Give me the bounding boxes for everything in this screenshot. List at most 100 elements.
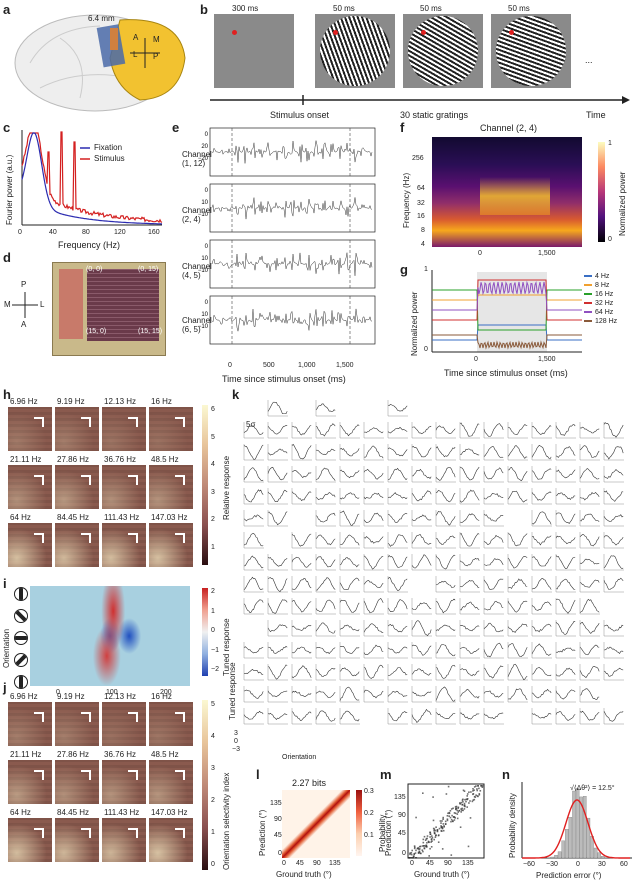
gaussian-fit: [522, 799, 630, 859]
tuning-curve-8-4: [339, 577, 360, 590]
tuning-axes-11-1: [267, 642, 288, 659]
m-xlabel: Ground truth (°): [414, 870, 470, 879]
tuning-axes-10-14: [579, 620, 600, 637]
tuning-curve-6-10: [483, 534, 504, 545]
trace-ytick-1-2: −10: [198, 212, 209, 218]
tuning-curve-14-13: [555, 711, 576, 721]
tuning-curve-2-7: [411, 446, 432, 458]
scatter-point: [415, 816, 417, 819]
f-ytick-64: 64: [417, 185, 425, 192]
scatter-point: [411, 849, 413, 852]
tuning-curve-14-4: [339, 710, 360, 722]
scatter-point: [472, 788, 474, 790]
tuning-axes-4-14: [579, 488, 600, 505]
tuning-axes-2-4: [339, 444, 360, 461]
tuning-curve-5-10: [483, 513, 504, 522]
tuning-curve-13-7: [411, 691, 432, 697]
tuning-curve-3-7: [411, 468, 432, 479]
i-cbar-3: −1: [211, 646, 219, 654]
tuning-curve-11-2: [291, 646, 312, 654]
scatter-point: [425, 845, 427, 847]
map-notch-7: [175, 770, 185, 780]
trace-ytick-1-0: 10: [201, 200, 208, 206]
tuning-axes-13-13: [555, 686, 576, 703]
g-xlabel: Time since stimulus onset (ms): [444, 368, 568, 378]
tuning-curve-8-11: [507, 578, 528, 589]
tuning-curve-5-15: [603, 514, 624, 522]
scatter-point: [413, 845, 416, 847]
l-xtick-90: 90: [313, 860, 321, 867]
map-8: [8, 818, 52, 862]
scatter-point: [463, 790, 466, 792]
tuning-axes-10-13: [555, 620, 576, 637]
scatter-point: [443, 826, 445, 828]
scatter-point: [414, 846, 416, 849]
tuning-curve-10-14: [579, 621, 600, 634]
tuning-axes-12-0: [243, 664, 264, 681]
scatter-point: [459, 826, 462, 828]
scatter-point: [444, 823, 447, 825]
panel-label-h: h: [3, 387, 11, 402]
map-notch-10: [128, 828, 138, 838]
orientation-icon-1: [14, 609, 28, 623]
trace-ytick-2-1: 0: [205, 244, 209, 250]
tuning-axes-4-7: [411, 488, 432, 505]
tuning-curve-6-7: [411, 534, 432, 545]
scatter-point: [441, 830, 443, 832]
scatter-point: [421, 849, 424, 851]
tuning-axes-3-10: [483, 466, 504, 483]
hist-bar-8: [550, 856, 555, 859]
tuning-axes-2-14: [579, 444, 600, 461]
tuning-axes-5-10: [483, 510, 504, 527]
scatter-point: [441, 827, 444, 830]
tuning-curve-5-1: [267, 511, 288, 526]
tuning-curve-12-10: [483, 665, 504, 679]
trace-line-1: [211, 197, 373, 220]
map-freq-label-8: 64 Hz: [10, 808, 31, 817]
map-freq-label-11: 147.03 Hz: [151, 513, 188, 522]
hist-bar-17: [583, 796, 587, 859]
h-colorbar: [202, 405, 208, 565]
tuning-axes-12-10: [483, 664, 504, 681]
tuning-axes-14-13: [555, 708, 576, 725]
tuning-curve-3-2: [291, 470, 312, 479]
scatter-point: [448, 811, 450, 814]
scatter-point: [455, 805, 458, 808]
tuning-curve-11-13: [555, 647, 576, 653]
brain-illustration: [14, 14, 186, 112]
tuning-axes-10-9: [459, 620, 480, 637]
tuning-curve-10-4: [339, 624, 360, 632]
tuning-axes-11-14: [579, 642, 600, 659]
tuning-axes-5-15: [603, 510, 624, 527]
tuning-axes-7-12: [531, 554, 552, 571]
tuning-curve-3-9: [460, 466, 480, 481]
tuning-axes-11-12: [531, 642, 552, 659]
tuning-axes-8-6: [387, 576, 408, 593]
tuning-curve-10-11: [507, 623, 528, 633]
scatter-point: [439, 820, 442, 822]
map-notch-11: [175, 533, 185, 543]
tuning-curve-14-6: [387, 711, 408, 722]
tuning-axes-13-10: [483, 686, 504, 703]
grating-dot-1: [333, 30, 338, 35]
tuning-axes-11-7: [411, 642, 432, 659]
tuning-axes-12-11: [507, 664, 528, 681]
orientation-icon-3: [14, 653, 28, 667]
time-label-1: 300 ms: [232, 4, 259, 13]
tuning-axes-6-2: [291, 532, 312, 549]
scatter-point: [417, 847, 420, 849]
tuning-axes-2-2: [291, 444, 312, 461]
tuning-axes-4-5: [363, 488, 384, 505]
map-notch-1: [81, 712, 91, 722]
tuning-curve-11-12: [531, 643, 552, 656]
scatter-point: [438, 827, 441, 830]
tuning-axes-5-1: [267, 510, 288, 527]
scatter-point: [455, 808, 457, 811]
scatter-point: [430, 846, 433, 848]
m-xtick-90: 90: [444, 860, 452, 867]
gratings-label: 30 static gratings: [400, 110, 469, 120]
scatter-point: [412, 855, 415, 858]
tuning-curve-8-0: [243, 576, 264, 591]
scatter-point: [476, 795, 479, 797]
tuning-axes-1-13: [555, 422, 576, 439]
